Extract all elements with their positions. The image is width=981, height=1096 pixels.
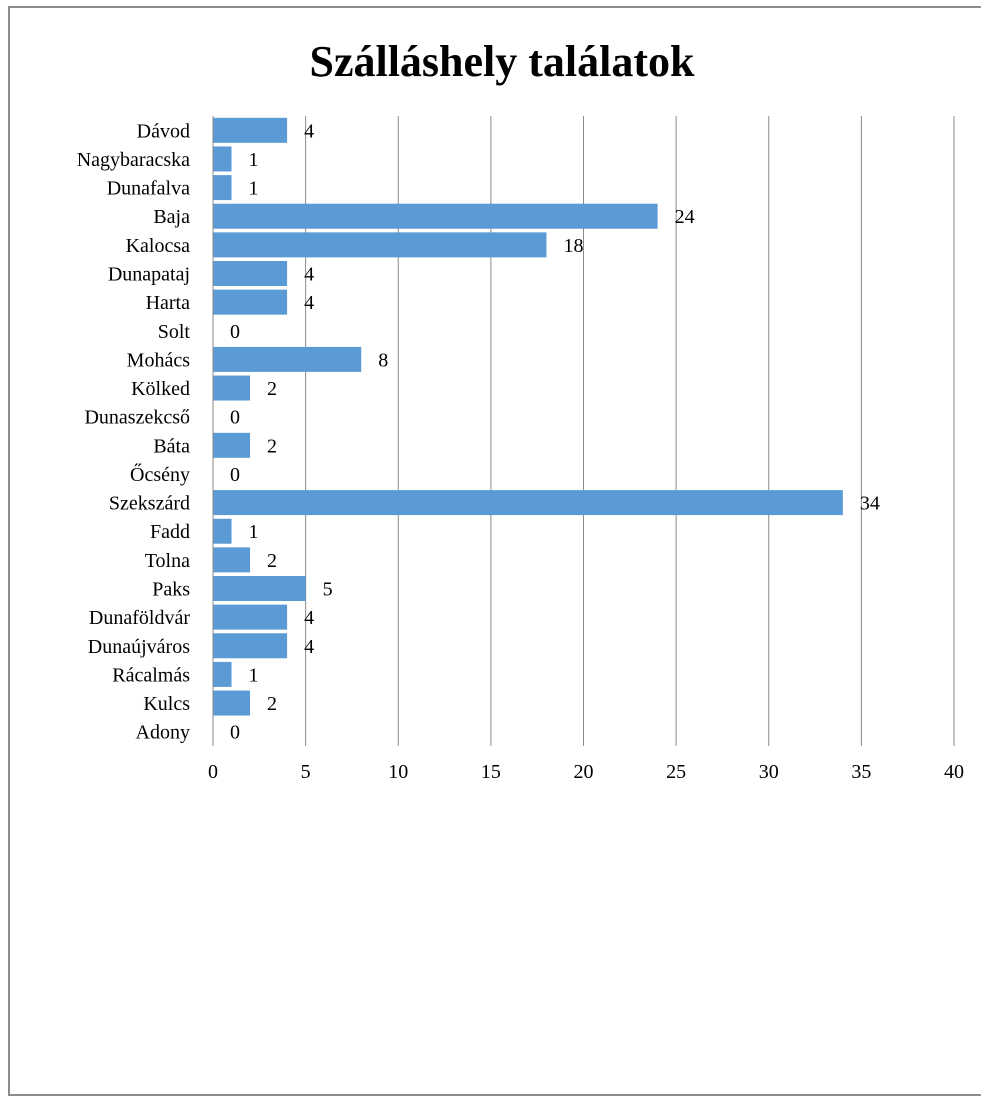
bar-8	[213, 346, 362, 372]
x-tick-label-20: 20	[574, 761, 594, 783]
x-tick-label-5: 5	[301, 761, 311, 783]
bar-14	[213, 518, 232, 544]
x-tick-label-25: 25	[666, 761, 686, 783]
category-label-2: Dunafalva	[107, 178, 190, 200]
data-label-17: 4	[304, 607, 314, 629]
data-label-5: 4	[304, 264, 314, 286]
bar-19	[213, 661, 232, 687]
data-label-18: 4	[304, 636, 314, 658]
x-tick-label-40: 40	[944, 761, 964, 783]
category-label-6: Harta	[146, 292, 191, 314]
category-label-4: Kalocsa	[126, 235, 191, 257]
data-label-2: 1	[249, 178, 259, 200]
bar-2	[213, 175, 232, 201]
category-label-7: Solt	[158, 321, 191, 343]
x-tick-label-0: 0	[208, 761, 218, 783]
bar-13	[213, 490, 843, 516]
category-label-8: Mohács	[127, 349, 191, 371]
bar-18	[213, 633, 288, 659]
bar-16	[213, 576, 306, 601]
data-label-10: 0	[230, 407, 240, 429]
data-label-3: 24	[675, 206, 695, 228]
category-label-21: Adony	[136, 722, 190, 744]
category-labels: Dávod Nagybaracska Dunafalva Baja Kalocsa Dun…	[77, 120, 191, 743]
x-axis-tick-labels: 0 5 10 15 20 25 30 35 40	[208, 761, 964, 783]
category-label-17: Dunaföldvár	[89, 607, 190, 629]
bar-6	[213, 289, 288, 315]
data-label-0: 4	[304, 120, 314, 142]
x-tick-label-30: 30	[759, 761, 779, 783]
category-label-18: Dunaújváros	[88, 636, 190, 658]
data-label-8: 8	[378, 349, 388, 371]
data-label-1: 1	[249, 149, 259, 171]
category-label-13: Szekszárd	[109, 493, 190, 515]
category-label-5: Dunapataj	[108, 264, 190, 286]
bar-9	[213, 375, 251, 401]
data-label-15: 2	[267, 550, 277, 572]
category-label-15: Tolna	[145, 550, 190, 572]
data-label-20: 2	[267, 693, 277, 715]
category-label-9: Kölked	[131, 378, 190, 400]
data-label-9: 2	[267, 378, 277, 400]
data-label-14: 1	[249, 521, 259, 543]
category-label-19: Rácalmás	[112, 664, 190, 686]
bar-20	[213, 690, 251, 716]
bar-5	[213, 261, 288, 286]
category-label-11: Báta	[153, 435, 190, 457]
category-label-3: Baja	[153, 206, 190, 228]
bar-3	[213, 203, 658, 229]
chart-title: Szálláshely találatok	[309, 37, 695, 86]
data-label-7: 0	[230, 321, 240, 343]
x-tick-label-35: 35	[851, 761, 871, 783]
category-label-0: Dávod	[137, 120, 190, 142]
x-tick-label-15: 15	[481, 761, 501, 783]
bar-4	[213, 232, 547, 258]
data-label-19: 1	[249, 664, 259, 686]
data-label-6: 4	[304, 292, 314, 314]
bar-15	[213, 547, 251, 573]
category-label-12: Őcsény	[130, 462, 190, 486]
data-label-16: 5	[323, 579, 333, 601]
category-label-20: Kulcs	[143, 693, 190, 715]
category-label-10: Dunaszekcső	[84, 407, 190, 429]
data-label-11: 2	[267, 435, 277, 457]
category-label-16: Paks	[152, 579, 190, 601]
data-label-21: 0	[230, 722, 240, 744]
data-label-4: 18	[563, 235, 583, 257]
category-label-1: Nagybaracska	[77, 149, 190, 171]
category-label-14: Fadd	[150, 521, 190, 543]
bar-17	[213, 604, 288, 630]
x-tick-label-10: 10	[388, 761, 408, 783]
bars	[213, 117, 843, 716]
bar-11	[213, 432, 251, 458]
data-label-13: 34	[860, 493, 880, 515]
chart-frame	[8, 6, 981, 1096]
data-label-12: 0	[230, 464, 240, 486]
bar-0	[213, 117, 288, 143]
bar-1	[213, 146, 232, 172]
